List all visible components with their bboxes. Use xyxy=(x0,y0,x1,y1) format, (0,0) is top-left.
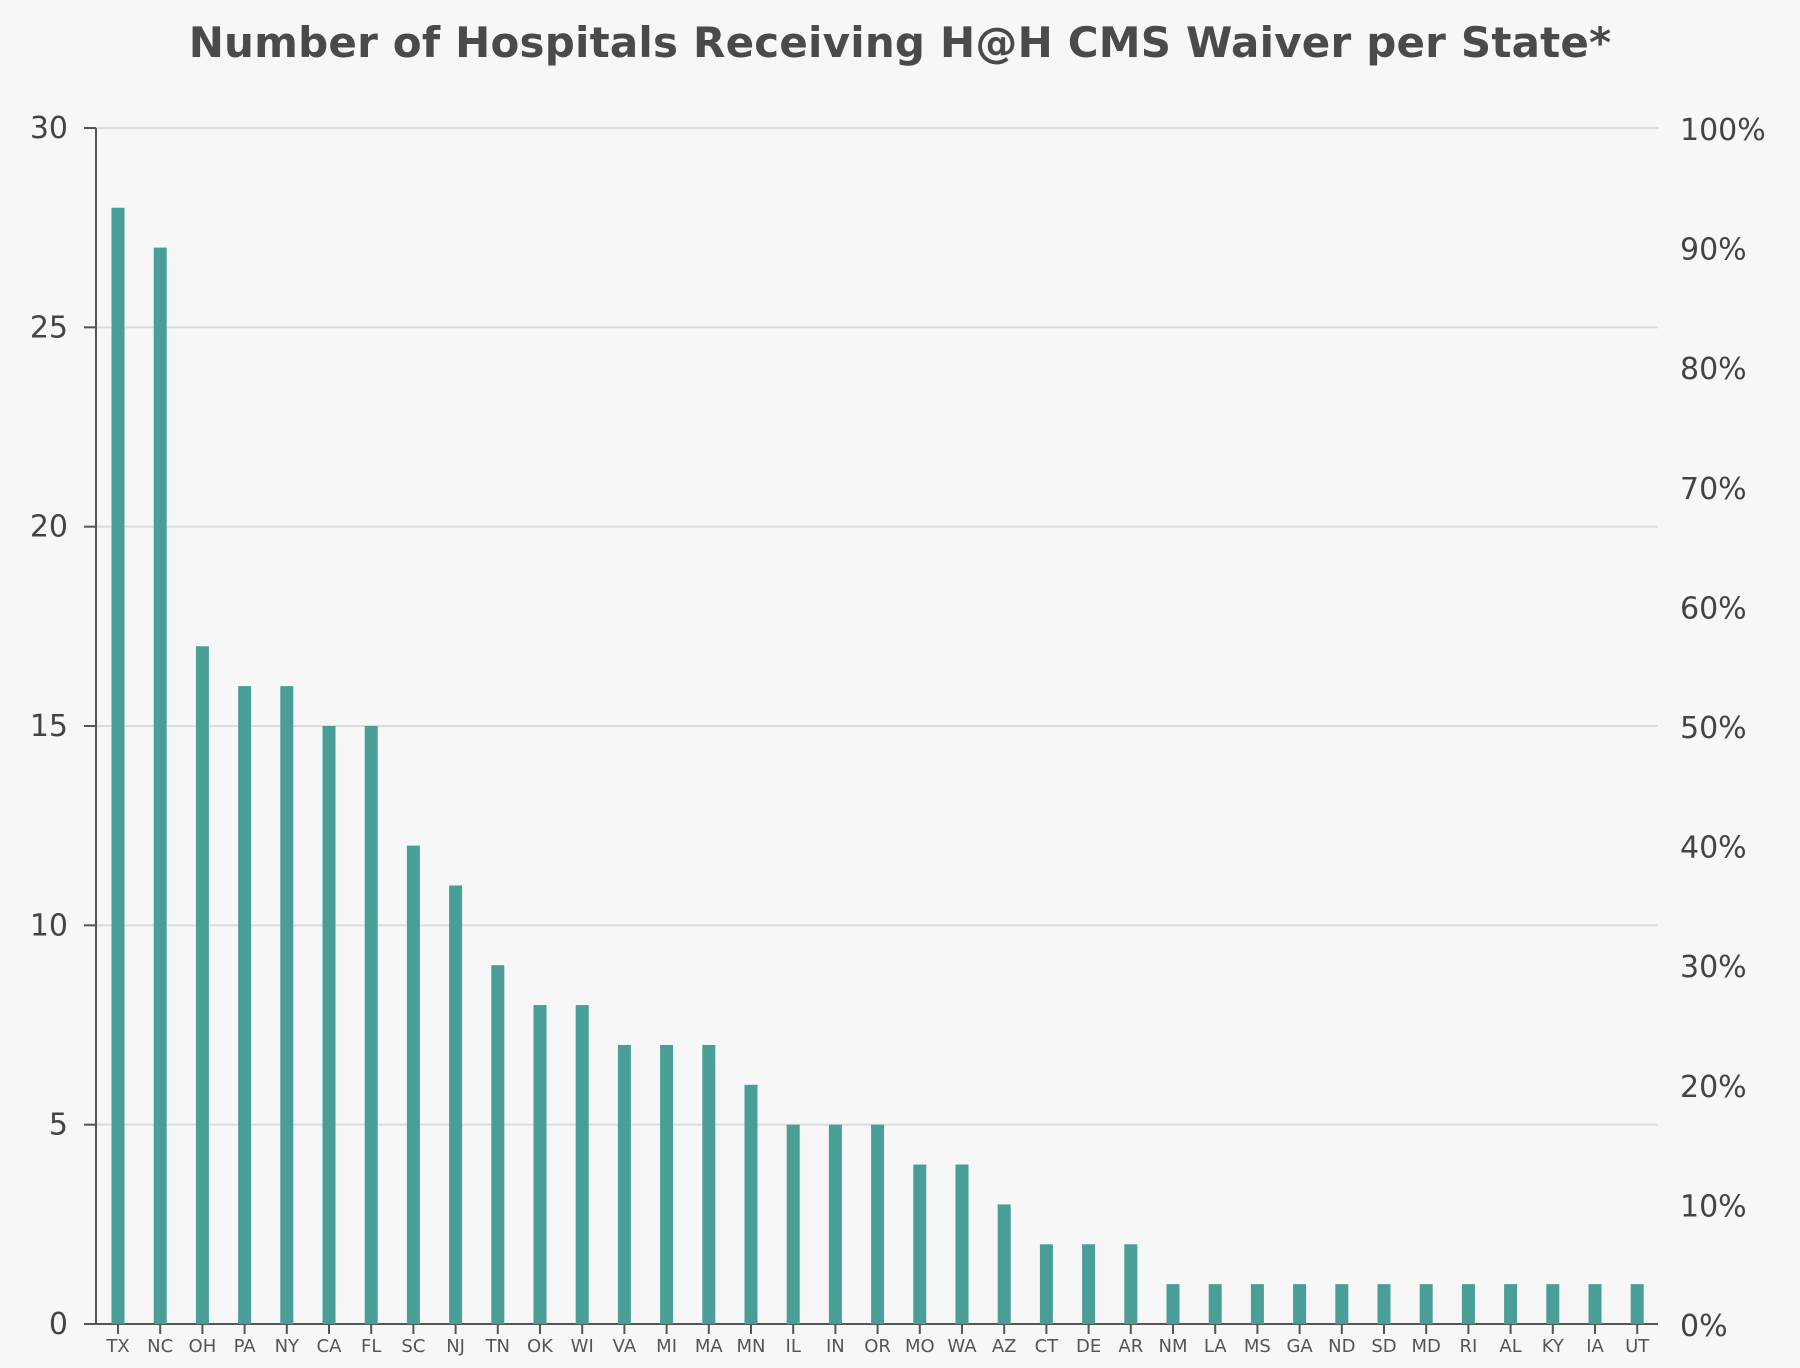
bar-la xyxy=(1208,1284,1222,1324)
x-tick-label: LA xyxy=(1204,1336,1227,1357)
y-tick-label: 15 xyxy=(30,709,68,744)
x-tick-label: VA xyxy=(613,1336,637,1357)
y2-tick-label: 0% xyxy=(1680,1309,1728,1344)
x-tick-label: IL xyxy=(786,1336,801,1357)
x-tick-label: UT xyxy=(1625,1336,1650,1357)
y2-tick-label: 90% xyxy=(1680,233,1747,268)
bar-ut xyxy=(1630,1284,1644,1324)
y2-tick-label: 40% xyxy=(1680,831,1747,866)
x-tick-label: TN xyxy=(485,1336,510,1357)
bar-nj xyxy=(449,885,463,1324)
y2-tick-label: 10% xyxy=(1680,1189,1747,1224)
bar-tn xyxy=(491,965,505,1324)
x-tick-label: MS xyxy=(1244,1336,1271,1357)
bar-or xyxy=(871,1124,885,1324)
bar-pa xyxy=(238,686,252,1324)
bar-nc xyxy=(153,247,167,1325)
bar-sc xyxy=(406,845,420,1324)
x-tick-label: MA xyxy=(695,1336,724,1357)
x-tick-label: TX xyxy=(105,1336,129,1357)
x-tick-label: DE xyxy=(1076,1336,1101,1357)
bar-al xyxy=(1504,1284,1518,1324)
x-tick-label: WA xyxy=(947,1336,977,1357)
bar-ga xyxy=(1293,1284,1307,1324)
bar-oh xyxy=(195,646,209,1324)
bar-wi xyxy=(575,1005,589,1324)
bar-wa xyxy=(955,1164,969,1324)
x-tick-label: AR xyxy=(1118,1336,1143,1357)
bar-ny xyxy=(280,686,294,1324)
x-tick-label: MO xyxy=(905,1336,935,1357)
bar-ok xyxy=(533,1005,547,1324)
bar-ia xyxy=(1588,1284,1602,1324)
x-tick-label: AZ xyxy=(992,1336,1017,1357)
x-tick-label: OR xyxy=(864,1336,891,1357)
bar-ri xyxy=(1461,1284,1475,1324)
bar-md xyxy=(1419,1284,1433,1324)
bar-il xyxy=(786,1124,800,1324)
x-tick-label: AL xyxy=(1499,1336,1521,1357)
x-tick-label: OK xyxy=(527,1336,554,1357)
x-tick-label: MN xyxy=(737,1336,766,1357)
x-tick-label: FL xyxy=(361,1336,381,1357)
bar-ky xyxy=(1546,1284,1560,1324)
x-tick-label: MD xyxy=(1412,1336,1441,1357)
bar-nm xyxy=(1166,1284,1180,1324)
y2-tick-label: 50% xyxy=(1680,711,1747,746)
bar-in xyxy=(828,1124,842,1324)
x-tick-label: NC xyxy=(147,1336,173,1357)
x-tick-label: CA xyxy=(317,1336,343,1357)
bar-ms xyxy=(1250,1284,1264,1324)
x-tick-label: OH xyxy=(189,1336,217,1357)
bar-ct xyxy=(1039,1244,1053,1324)
y2-tick-label: 100% xyxy=(1680,113,1766,148)
bar-fl xyxy=(364,726,378,1324)
y-tick-label: 10 xyxy=(30,908,68,943)
x-tick-label: WI xyxy=(571,1336,594,1357)
x-tick-label: NM xyxy=(1159,1336,1188,1357)
bar-sd xyxy=(1377,1284,1391,1324)
bar-mn xyxy=(744,1084,758,1324)
x-tick-label: NJ xyxy=(446,1336,465,1357)
bar-tx xyxy=(111,207,125,1324)
x-tick-label: KY xyxy=(1542,1336,1565,1357)
y-tick-label: 0 xyxy=(49,1307,68,1342)
x-tick-label: MI xyxy=(656,1336,677,1357)
y2-tick-label: 20% xyxy=(1680,1070,1747,1105)
x-tick-label: IA xyxy=(1586,1336,1604,1357)
x-tick-label: SD xyxy=(1371,1336,1396,1357)
y-tick-label: 30 xyxy=(30,111,68,146)
y-tick-label: 25 xyxy=(30,310,68,345)
bar-az xyxy=(997,1204,1011,1324)
bar-mo xyxy=(913,1164,927,1324)
y2-tick-label: 30% xyxy=(1680,950,1747,985)
bar-nd xyxy=(1335,1284,1349,1324)
x-tick-label: RI xyxy=(1459,1336,1477,1357)
y-tick-label: 5 xyxy=(49,1108,68,1143)
x-tick-label: CT xyxy=(1035,1336,1060,1357)
y2-tick-label: 70% xyxy=(1680,472,1747,507)
bar-mi xyxy=(660,1044,674,1324)
y2-tick-label: 60% xyxy=(1680,591,1747,626)
x-tick-label: SC xyxy=(401,1336,425,1357)
x-tick-label: ND xyxy=(1328,1336,1355,1357)
y-tick-label: 20 xyxy=(30,510,68,545)
chart-title: Number of Hospitals Receiving H@H CMS Wa… xyxy=(188,18,1612,67)
x-tick-label: PA xyxy=(234,1336,257,1357)
bar-ca xyxy=(322,726,336,1324)
bar-va xyxy=(617,1044,631,1324)
bar-ma xyxy=(702,1044,716,1324)
x-tick-label: NY xyxy=(275,1336,300,1357)
bar-de xyxy=(1082,1244,1096,1324)
bar-ar xyxy=(1124,1244,1138,1324)
x-tick-label: IN xyxy=(826,1336,845,1357)
x-tick-label: GA xyxy=(1286,1336,1313,1357)
y2-tick-label: 80% xyxy=(1680,352,1747,387)
